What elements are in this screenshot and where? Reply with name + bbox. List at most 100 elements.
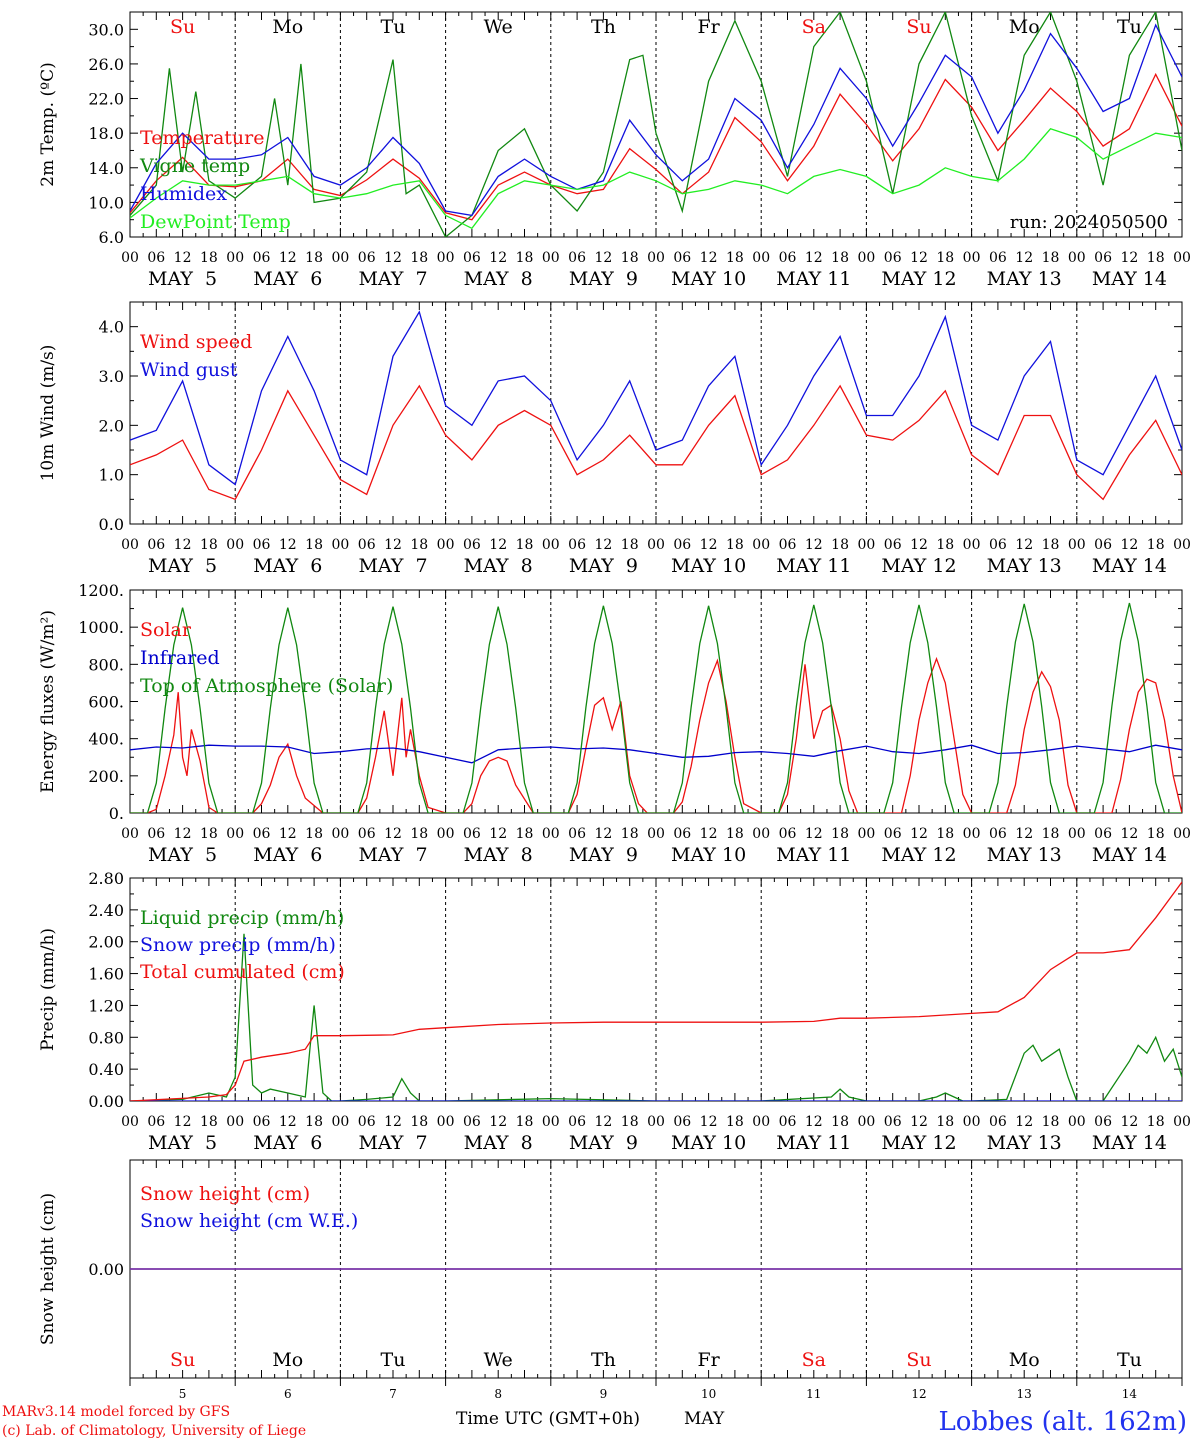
hour-tick-label: 00 xyxy=(752,826,770,842)
day-label: MAY 12 xyxy=(881,268,956,290)
day-label: MAY 5 xyxy=(148,1132,217,1154)
legend-entry: Snow height (cm) xyxy=(140,1183,310,1205)
series-line-wind-gust xyxy=(130,310,1182,486)
time-axis-label: Time UTC (GMT+0h) xyxy=(456,1409,640,1429)
weekday-label: Sa xyxy=(802,1349,826,1371)
hour-tick-label: 12 xyxy=(594,1114,612,1130)
hour-tick-label: 06 xyxy=(673,537,691,553)
hour-tick-label: 06 xyxy=(147,1114,165,1130)
hour-tick-label: 18 xyxy=(200,1114,218,1130)
day-label: MAY 12 xyxy=(881,555,956,577)
legend-entry: Liquid precip (mm/h) xyxy=(140,907,344,929)
hour-tick-label: 00 xyxy=(963,1114,981,1130)
series-line-dewpoint-temp xyxy=(130,128,1182,230)
y-tick-label: 1.60 xyxy=(88,965,124,984)
hour-tick-label: 06 xyxy=(779,1114,797,1130)
hour-tick-label: 12 xyxy=(489,537,507,553)
y-tick-label: 400. xyxy=(88,730,124,749)
hour-tick-label: 06 xyxy=(358,537,376,553)
day-label: MAY 8 xyxy=(464,844,533,866)
hour-tick-label: 18 xyxy=(621,250,639,266)
weekday-label: Mo xyxy=(1009,1349,1040,1371)
hour-tick-label: 00 xyxy=(1173,250,1191,266)
hour-tick-label: 00 xyxy=(1173,826,1191,842)
hour-tick-label: 12 xyxy=(1015,537,1033,553)
y-tick-label: 1000. xyxy=(78,618,124,637)
hour-tick-label: 12 xyxy=(700,250,718,266)
hour-tick-label: 12 xyxy=(805,250,823,266)
hour-tick-label: 06 xyxy=(463,1114,481,1130)
hour-tick-label: 00 xyxy=(331,250,349,266)
hour-tick-label: 12 xyxy=(489,1114,507,1130)
y-axis-label: 10m Wind (m/s) xyxy=(38,345,58,482)
day-label: MAY 6 xyxy=(253,844,322,866)
y-tick-label: 1.20 xyxy=(88,996,124,1015)
hour-tick-label: 18 xyxy=(1042,1114,1060,1130)
legend-entry: Solar xyxy=(140,619,192,641)
day-label: MAY 11 xyxy=(776,844,851,866)
hour-tick-label: 00 xyxy=(647,826,665,842)
day-label: MAY 14 xyxy=(1092,844,1167,866)
hour-tick-label: 00 xyxy=(752,250,770,266)
hour-tick-label: 12 xyxy=(489,826,507,842)
hour-tick-label: 06 xyxy=(358,1114,376,1130)
hour-tick-label: 12 xyxy=(384,1114,402,1130)
hour-tick-label: 18 xyxy=(1042,250,1060,266)
hour-tick-label: 18 xyxy=(516,250,534,266)
weekday-label: Sa xyxy=(802,16,826,38)
hour-tick-label: 06 xyxy=(1094,537,1112,553)
hour-tick-label: 12 xyxy=(910,250,928,266)
day-label: MAY 5 xyxy=(148,555,217,577)
day-label: MAY 6 xyxy=(253,268,322,290)
y-tick-label: 800. xyxy=(88,655,124,674)
day-label: MAY 13 xyxy=(987,555,1062,577)
hour-tick-label: 18 xyxy=(410,250,428,266)
hour-tick-label: 00 xyxy=(542,1114,560,1130)
station-label: Lobbes (alt. 162m) xyxy=(938,1407,1187,1437)
hour-tick-label: 12 xyxy=(805,1114,823,1130)
hour-tick-label: 12 xyxy=(1015,1114,1033,1130)
weekday-label: Su xyxy=(906,1349,931,1371)
y-tick-label: 10.0 xyxy=(88,193,124,212)
hour-tick-label: 06 xyxy=(673,1114,691,1130)
legend-entry: Snow precip (mm/h) xyxy=(140,934,336,956)
weekday-label: Su xyxy=(170,16,195,38)
hour-tick-label: 18 xyxy=(936,826,954,842)
day-label: MAY 9 xyxy=(569,268,638,290)
hour-tick-label: 18 xyxy=(305,537,323,553)
hour-tick-label: 06 xyxy=(779,537,797,553)
hour-tick-label: 18 xyxy=(200,250,218,266)
hour-tick-label: 06 xyxy=(568,826,586,842)
day-label: MAY 11 xyxy=(776,1132,851,1154)
hour-tick-label: 12 xyxy=(700,1114,718,1130)
y-tick-label: 1200. xyxy=(78,581,124,600)
weekday-label: Mo xyxy=(1009,16,1040,38)
day-label: MAY 9 xyxy=(569,1132,638,1154)
legend-entry: Wind gust xyxy=(140,359,238,381)
hour-tick-label: 06 xyxy=(989,250,1007,266)
hour-tick-label: 00 xyxy=(331,1114,349,1130)
hour-tick-label: 00 xyxy=(752,1114,770,1130)
run-annotation: run: 2024050500 xyxy=(1010,212,1168,233)
hour-tick-label: 18 xyxy=(726,826,744,842)
hour-tick-label: 06 xyxy=(884,537,902,553)
series-line-wind-speed xyxy=(130,384,1182,501)
y-tick-label: 2.80 xyxy=(88,869,124,888)
weekday-label: Mo xyxy=(272,1349,303,1371)
hour-tick-label: 12 xyxy=(910,537,928,553)
series-line-infrared xyxy=(130,744,1182,764)
series-line-total-cumulated-cm- xyxy=(130,881,1182,1101)
legend-entry: Vigne temp xyxy=(139,155,250,177)
y-tick-label: 200. xyxy=(88,767,124,786)
hour-tick-label: 12 xyxy=(910,826,928,842)
hour-tick-label: 12 xyxy=(1015,826,1033,842)
hour-tick-label: 12 xyxy=(594,250,612,266)
hour-tick-label: 00 xyxy=(226,826,244,842)
y-tick-label: 26.0 xyxy=(88,55,124,74)
hour-tick-label: 18 xyxy=(516,537,534,553)
hour-tick-label: 12 xyxy=(1120,250,1138,266)
hour-tick-label: 18 xyxy=(200,537,218,553)
day-label: MAY 9 xyxy=(569,844,638,866)
hour-tick-label: 06 xyxy=(779,250,797,266)
hour-tick-label: 18 xyxy=(410,826,428,842)
